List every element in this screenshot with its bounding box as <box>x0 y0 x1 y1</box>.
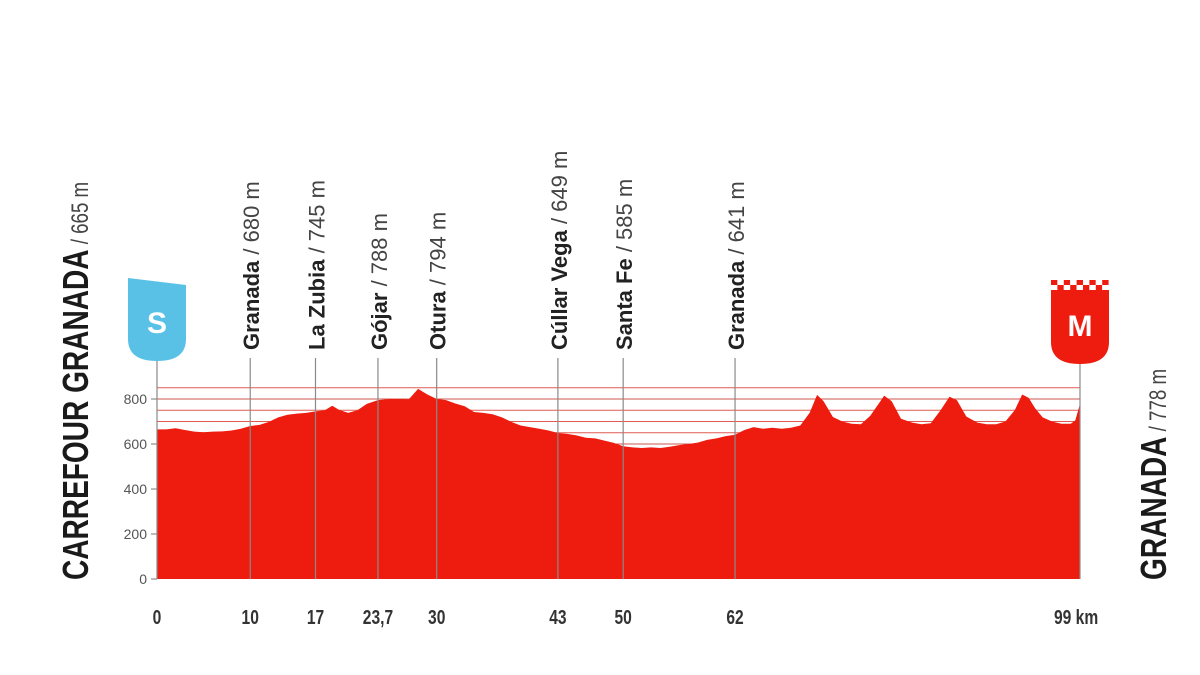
checker-square <box>1102 280 1109 285</box>
waypoint-label: Granada / 641 m <box>724 181 749 350</box>
start-badge-letter: S <box>147 307 167 340</box>
checker-square <box>1095 285 1103 290</box>
x-tick-label: 0 <box>153 606 162 628</box>
checker-square <box>1102 285 1109 290</box>
checker-square <box>1076 280 1083 285</box>
checker-square <box>1095 280 1103 285</box>
waypoint-label: La Zubia / 745 m <box>304 180 329 350</box>
checker-square <box>1057 285 1064 290</box>
x-tick-label: 10 <box>242 606 259 628</box>
waypoint-label: Santa Fe / 585 m <box>612 179 637 350</box>
y-tick-label: 0 <box>139 571 147 587</box>
y-tick-label: 400 <box>124 481 148 497</box>
x-tick-label: 30 <box>428 606 445 628</box>
waypoint-label: Granada / 680 m <box>239 181 264 350</box>
checker-square <box>1083 280 1090 285</box>
x-tick-label: 99 km <box>1054 606 1098 628</box>
finish-badge-shape <box>1051 290 1109 364</box>
x-tick-label: 50 <box>614 606 631 628</box>
checker-square <box>1089 280 1096 285</box>
start-flag-stripe <box>128 278 186 287</box>
y-tick-label: 200 <box>124 526 148 542</box>
elevation-area <box>157 388 1080 579</box>
checker-square <box>1051 285 1058 290</box>
finish-location-label: GRANADA / 778 m <box>1134 369 1174 580</box>
y-tick-label: 600 <box>124 436 148 452</box>
waypoint-label: Gójar / 788 m <box>367 213 392 350</box>
checker-square <box>1070 285 1077 290</box>
checker-square <box>1063 285 1071 290</box>
start-location-label: CARREFOUR GRANADA / 665 m <box>56 182 96 580</box>
x-tick-label: 23,7 <box>363 606 393 628</box>
finish-badge-letter: M <box>1068 310 1093 343</box>
start-badge: S <box>128 278 186 361</box>
x-tick-label: 17 <box>307 606 324 628</box>
finish-badge: M <box>1051 280 1109 364</box>
y-axis: 0 200 400 600 800 <box>124 391 157 587</box>
checker-square <box>1076 285 1083 290</box>
checker-square <box>1089 285 1096 290</box>
checker-square <box>1051 280 1058 285</box>
y-tick-label: 800 <box>124 391 148 407</box>
waypoint-label: Otura / 794 m <box>426 212 451 350</box>
checker-square <box>1083 285 1090 290</box>
x-axis: 0 10 17 23,7 30 43 50 62 99 km <box>153 606 1099 628</box>
waypoint-markers: Granada / 680 m La Zubia / 745 m Gójar / 7… <box>56 151 1174 580</box>
x-tick-label: 43 <box>549 606 566 628</box>
checker-square <box>1070 280 1077 285</box>
waypoint-label: Cúllar Vega / 649 m <box>547 151 572 350</box>
x-tick-label: 62 <box>726 606 743 628</box>
checker-square <box>1057 280 1064 285</box>
start-badge-shape <box>128 287 186 361</box>
checker-square <box>1063 280 1071 285</box>
